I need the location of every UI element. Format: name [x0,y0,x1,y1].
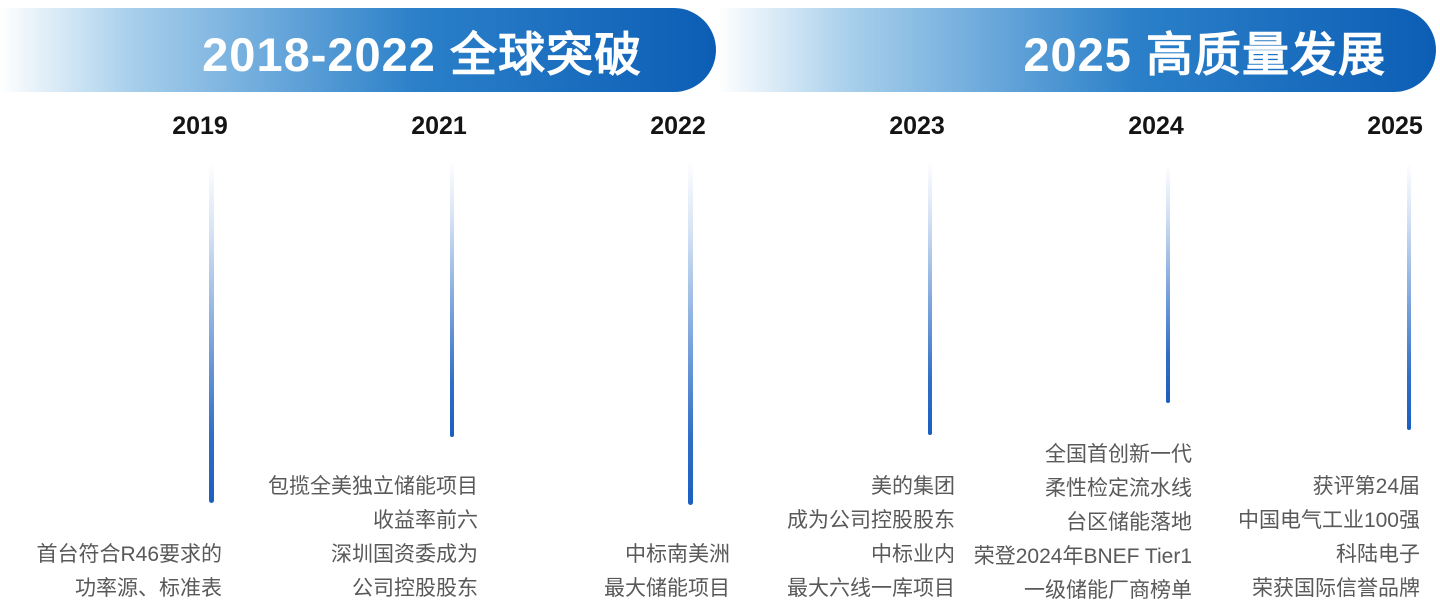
banner-2025: 2025 高质量发展 [718,8,1436,92]
event-line: 包揽全美独立储能项目 [268,475,478,498]
event-line: 中标业内 [871,543,955,566]
event-line: 一级储能厂商榜单 [1024,579,1192,602]
event-line: 美的集团 [871,475,955,498]
year-label-2022: 2022 [650,112,706,140]
event-line: 最大六线一库项目 [787,577,955,600]
event-line: 最大储能项目 [604,577,730,600]
banner-title: 2025 高质量发展 [1023,27,1386,81]
events-2019: 首台符合R46要求的 功率源、标准表 [0,538,222,606]
year-label-2019: 2019 [172,112,228,140]
events-2025: 获评第24届 中国电气工业100强 科陆电子 荣获国际信誉品牌 [1120,470,1420,606]
event-line: 中标南美洲 [625,543,730,566]
event-line: 收益率前六 [373,509,478,532]
event-line: 中国电气工业100强 [1237,509,1420,532]
events-2021: 包揽全美独立储能项目 收益率前六 深圳国资委成为 公司控股股东 [178,470,478,606]
event-line: 获评第24届 [1312,475,1420,498]
banner-2018-2022: 2018-2022 全球突破 [0,8,716,92]
event-line: 深圳国资委成为 [331,543,478,566]
timeline-line-2019 [209,163,214,503]
timeline-line-2023 [928,162,932,435]
event-line: 全国首创新一代 [1045,443,1192,466]
year-label-2025: 2025 [1367,112,1423,140]
event-line: 柔性检定流水线 [1045,477,1192,500]
event-line: 荣登2024年BNEF Tier1 [973,545,1192,568]
year-label-2021: 2021 [411,112,467,140]
event-line: 荣获国际信誉品牌 [1252,577,1420,600]
timeline-line-2024 [1166,164,1170,403]
timeline-line-2021 [450,162,454,437]
events-2023: 美的集团 成为公司控股股东 中标业内 最大六线一库项目 [655,470,955,606]
event-line: 成为公司控股股东 [787,509,955,532]
events-2024: 全国首创新一代 柔性检定流水线 台区储能落地 荣登2024年BNEF Tier1… [892,438,1192,608]
event-line: 台区储能落地 [1066,511,1192,534]
year-label-2023: 2023 [889,112,945,140]
events-2022: 中标南美洲 最大储能项目 [430,538,730,606]
timeline-line-2025 [1407,163,1411,430]
event-line: 公司控股股东 [352,577,478,600]
timeline-line-2022 [688,162,693,505]
event-line: 科陆电子 [1336,543,1420,566]
event-line: 首台符合R46要求的 [36,543,222,566]
banner-title: 2018-2022 全球突破 [202,27,642,81]
year-label-2024: 2024 [1128,112,1184,140]
event-line: 功率源、标准表 [75,577,222,600]
